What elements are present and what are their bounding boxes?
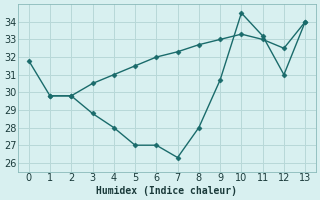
X-axis label: Humidex (Indice chaleur): Humidex (Indice chaleur) [96, 186, 237, 196]
